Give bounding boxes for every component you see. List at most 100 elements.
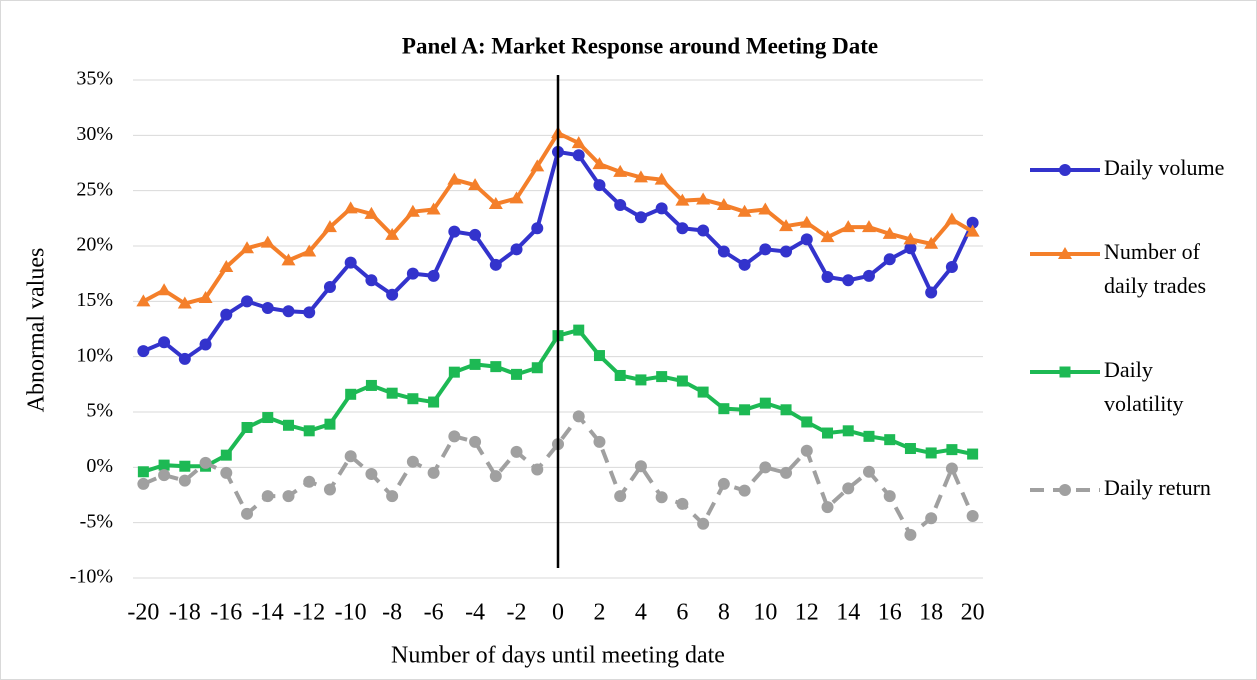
marker — [137, 466, 149, 478]
marker — [281, 253, 296, 266]
marker — [158, 459, 170, 471]
marker — [178, 352, 191, 365]
marker — [406, 267, 419, 280]
marker — [655, 202, 668, 215]
x-tick-label: 10 — [753, 600, 777, 626]
marker — [385, 227, 400, 240]
x-tick-label: 16 — [878, 600, 902, 626]
marker — [386, 490, 399, 503]
marker — [799, 215, 814, 228]
marker — [946, 444, 958, 456]
marker — [531, 222, 544, 235]
marker — [490, 361, 502, 373]
marker — [883, 490, 896, 503]
x-tick-label: 14 — [836, 600, 860, 626]
marker — [738, 258, 751, 271]
marker — [925, 286, 938, 299]
marker — [509, 191, 524, 204]
y-tick-label: 30% — [76, 123, 113, 145]
marker — [613, 164, 628, 177]
legend-marker — [1058, 247, 1072, 259]
marker — [510, 243, 523, 256]
marker — [863, 430, 875, 442]
marker — [303, 306, 316, 319]
marker — [157, 283, 172, 296]
marker — [904, 242, 917, 255]
legend-entry: Daily return — [1030, 475, 1211, 500]
marker — [738, 484, 751, 497]
marker — [489, 470, 502, 483]
series — [137, 324, 979, 478]
y-tick-label: -5% — [80, 510, 113, 532]
x-tick-label: 4 — [635, 600, 647, 626]
marker — [593, 350, 605, 362]
marker — [447, 172, 462, 185]
marker — [717, 477, 730, 490]
marker — [737, 204, 752, 217]
marker — [842, 482, 855, 495]
marker — [531, 463, 544, 476]
marker — [614, 369, 626, 381]
legend-label: Daily volatility — [1104, 357, 1183, 416]
marker — [861, 220, 876, 233]
marker — [945, 261, 958, 274]
series-line — [142, 414, 975, 537]
marker — [469, 435, 482, 448]
marker — [654, 172, 669, 185]
y-tick-label: 5% — [86, 400, 113, 422]
marker — [614, 199, 627, 212]
legend-entry: Daily volatility — [1030, 357, 1183, 416]
marker — [199, 456, 212, 469]
marker — [841, 220, 856, 233]
marker — [635, 374, 647, 386]
marker — [614, 490, 627, 503]
marker — [633, 170, 648, 183]
marker — [800, 233, 813, 246]
y-tick-label: 35% — [76, 68, 113, 90]
x-tick-label: -18 — [169, 600, 201, 626]
marker — [634, 211, 647, 224]
marker — [903, 232, 918, 245]
marker — [282, 490, 295, 503]
marker — [862, 269, 875, 282]
x-tick-label: 8 — [718, 600, 730, 626]
legend-marker — [1059, 484, 1071, 496]
marker — [531, 362, 543, 374]
legend-entry: Number of daily trades — [1030, 239, 1206, 298]
marker — [801, 416, 813, 428]
x-tick-label: 2 — [593, 600, 605, 626]
marker — [924, 236, 939, 249]
marker — [593, 435, 606, 448]
marker — [965, 224, 980, 237]
x-tick-label: -6 — [424, 600, 444, 626]
x-tick-label: -20 — [127, 600, 159, 626]
marker — [676, 375, 688, 387]
marker — [656, 371, 668, 383]
marker — [136, 294, 151, 307]
marker — [241, 295, 254, 308]
marker — [904, 443, 916, 455]
marker — [448, 366, 460, 378]
marker — [241, 421, 253, 433]
marker — [945, 462, 958, 475]
x-tick-label: 12 — [795, 600, 819, 626]
marker — [303, 475, 316, 488]
marker — [386, 387, 398, 399]
series — [137, 410, 979, 541]
y-tick-label: 25% — [76, 178, 113, 200]
marker — [344, 256, 357, 269]
marker — [137, 477, 150, 490]
marker — [759, 243, 772, 256]
marker — [343, 201, 358, 214]
marker — [468, 178, 483, 191]
marker — [800, 444, 813, 457]
legend-label: Daily volume — [1104, 155, 1224, 180]
marker — [158, 469, 171, 482]
marker — [303, 425, 315, 437]
x-tick-label: -14 — [252, 600, 284, 626]
marker — [260, 235, 275, 248]
marker — [198, 291, 213, 304]
marker — [592, 157, 607, 170]
legend-marker — [1059, 164, 1071, 176]
